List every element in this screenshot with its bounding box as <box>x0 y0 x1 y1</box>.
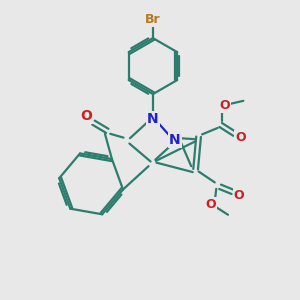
Text: N: N <box>147 112 159 126</box>
Text: O: O <box>219 99 230 112</box>
Text: N: N <box>169 133 181 147</box>
Text: O: O <box>205 198 216 211</box>
Text: Br: Br <box>145 14 161 26</box>
Text: O: O <box>80 109 92 123</box>
Text: O: O <box>234 189 244 202</box>
Text: O: O <box>235 131 246 144</box>
